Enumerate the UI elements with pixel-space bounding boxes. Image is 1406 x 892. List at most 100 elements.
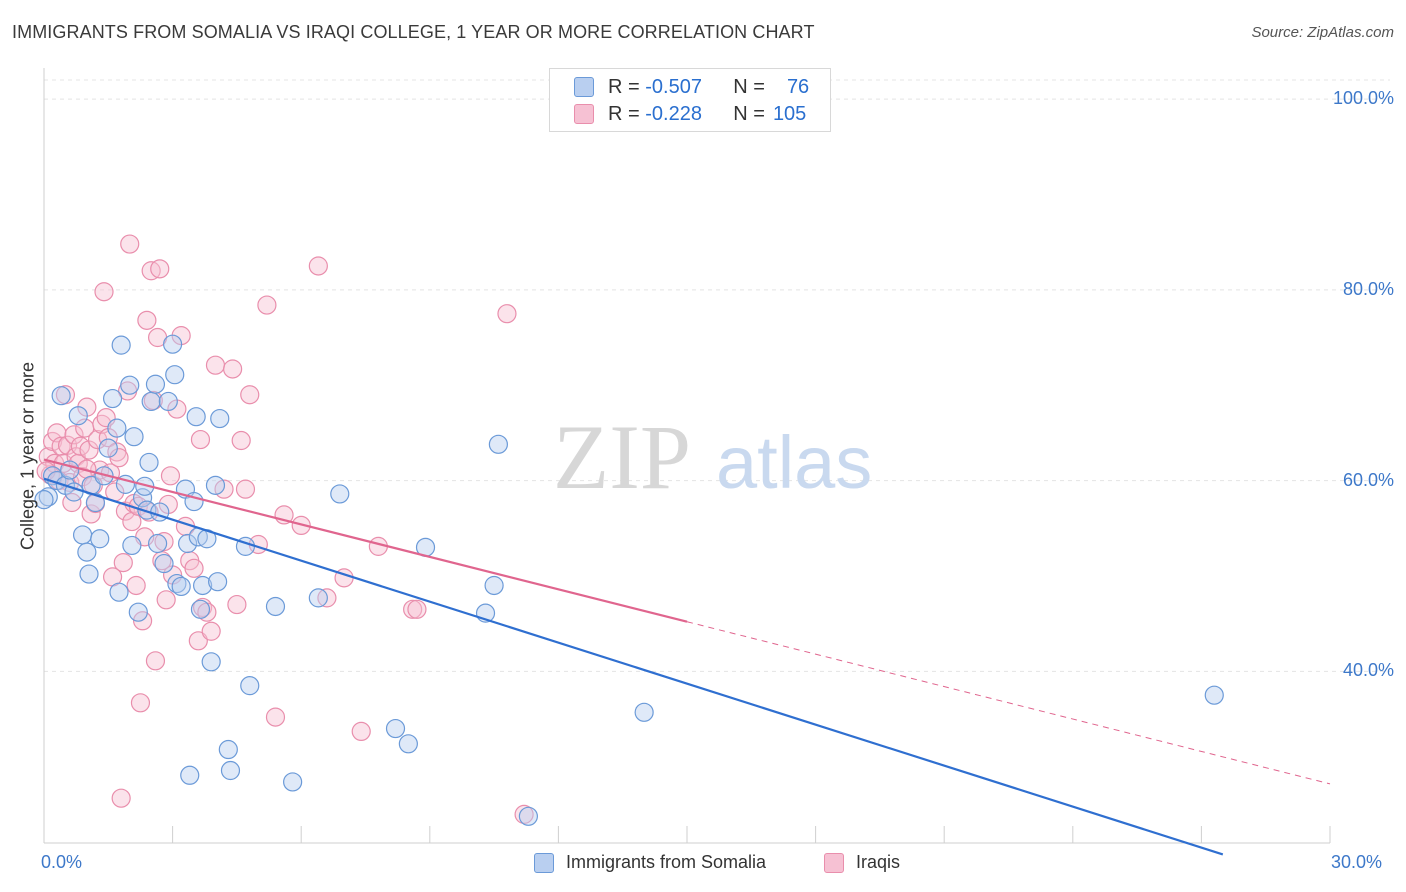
somalia-point bbox=[484, 575, 504, 596]
iraqi-point bbox=[111, 788, 131, 808]
somalia-trend-line bbox=[43, 477, 1224, 856]
n-label: N = bbox=[733, 102, 765, 125]
iraqi-trend-extension bbox=[686, 621, 1331, 785]
correlation-legend: R = -0.507 N = 76 R = -0.228 N = 105 bbox=[549, 68, 831, 132]
somalia-point bbox=[186, 407, 206, 427]
somalia-point bbox=[208, 572, 228, 592]
somalia-point bbox=[85, 492, 106, 513]
somalia-point bbox=[265, 596, 286, 617]
iraqi-trend-line bbox=[43, 458, 688, 623]
somalia-point bbox=[122, 535, 142, 556]
somalia-point bbox=[79, 564, 99, 584]
iraqi-point bbox=[137, 310, 157, 330]
somalia-point bbox=[190, 599, 211, 619]
iraqi-point bbox=[223, 359, 243, 379]
somalia-point bbox=[218, 739, 238, 760]
iraqi-point bbox=[497, 304, 517, 324]
iraqi-point bbox=[150, 259, 170, 279]
x-tick-label-max: 30.0% bbox=[1331, 852, 1383, 872]
somalia-point bbox=[124, 427, 144, 447]
somalia-point bbox=[163, 334, 183, 354]
somalia-point bbox=[154, 553, 174, 574]
watermark-zip: ZIP bbox=[553, 406, 691, 508]
iraqi-point bbox=[109, 448, 129, 468]
somalia-point bbox=[128, 602, 148, 622]
y-axis-label: College, 1 year or more bbox=[17, 361, 38, 551]
somalia-point bbox=[488, 434, 508, 454]
iraqi-point bbox=[190, 429, 211, 450]
somalia-point bbox=[68, 406, 88, 426]
iraqi-point bbox=[308, 256, 328, 276]
y-tick-label: 60.0% bbox=[1342, 469, 1394, 490]
iraqi-point bbox=[351, 721, 371, 742]
somalia-r-value: -0.507 bbox=[645, 75, 702, 98]
somalia-point bbox=[398, 734, 418, 754]
somalia-point bbox=[240, 676, 260, 696]
iraqi-point bbox=[231, 430, 251, 451]
iraqi-point bbox=[120, 234, 140, 254]
somalia-point bbox=[171, 576, 191, 597]
iraqi-point bbox=[126, 575, 146, 596]
somalia-point bbox=[139, 452, 159, 473]
somalia-point bbox=[107, 418, 127, 438]
somalia-legend-label: Immigrants from Somalia bbox=[566, 852, 767, 872]
legend-row-somalia: R = -0.507 N = 76 bbox=[574, 75, 809, 99]
iraqi-point bbox=[64, 425, 84, 445]
somalia-point bbox=[385, 718, 406, 739]
r-label: R = bbox=[608, 75, 640, 98]
legend-item-somalia[interactable]: Immigrants from Somalia bbox=[534, 852, 766, 873]
somalia-point bbox=[141, 391, 161, 412]
iraqi-point bbox=[113, 552, 133, 573]
somalia-point bbox=[180, 765, 200, 785]
somalia-point bbox=[158, 391, 178, 412]
iraqi-legend-label: Iraqis bbox=[856, 852, 901, 872]
iraqi-point bbox=[205, 355, 226, 375]
iraqi-point bbox=[265, 707, 286, 727]
somalia-point bbox=[330, 484, 350, 504]
somalia-point bbox=[210, 408, 230, 429]
legend-item-iraqi[interactable]: Iraqis bbox=[824, 852, 900, 873]
somalia-point bbox=[34, 490, 54, 510]
somalia-point bbox=[90, 529, 110, 549]
iraqi-point bbox=[145, 651, 166, 671]
iraqi-point bbox=[94, 282, 114, 302]
somalia-point bbox=[518, 806, 538, 826]
iraqi-legend-swatch bbox=[824, 852, 844, 873]
iraqi-point bbox=[257, 295, 277, 315]
iraqi-point bbox=[81, 504, 101, 524]
iraqi-point bbox=[184, 558, 204, 578]
somalia-point bbox=[98, 438, 118, 458]
iraqi-point bbox=[130, 693, 151, 713]
y-tick-label: 100.0% bbox=[1332, 88, 1394, 109]
somalia-point bbox=[220, 760, 241, 781]
iraqi-swatch bbox=[574, 104, 594, 124]
iraqi-point bbox=[160, 466, 181, 486]
r-label: R = bbox=[608, 102, 640, 125]
chart-title: IMMIGRANTS FROM SOMALIA VS IRAQI COLLEGE… bbox=[12, 22, 815, 42]
iraqi-point bbox=[403, 599, 423, 619]
somalia-point bbox=[201, 652, 221, 672]
x-tick-label-min: 0.0% bbox=[41, 852, 83, 872]
iraqi-r-value: -0.228 bbox=[645, 102, 702, 125]
somalia-n-value: 76 bbox=[786, 75, 810, 98]
iraqi-point bbox=[227, 594, 247, 615]
somalia-point bbox=[205, 475, 226, 495]
y-tick-label: 40.0% bbox=[1342, 660, 1394, 681]
somalia-swatch bbox=[574, 77, 594, 97]
somalia-point bbox=[72, 525, 93, 545]
iraqi-point bbox=[407, 599, 427, 619]
somalia-point bbox=[109, 582, 129, 602]
legend-row-iraqi: R = -0.228 N = 105 bbox=[574, 102, 806, 126]
somalia-legend-swatch bbox=[534, 852, 554, 873]
somalia-point bbox=[193, 575, 213, 596]
somalia-point bbox=[283, 772, 303, 792]
iraqi-point bbox=[201, 621, 221, 641]
iraqi-n-value: 105 bbox=[772, 102, 807, 125]
somalia-point bbox=[145, 374, 166, 394]
somalia-point bbox=[102, 388, 123, 409]
somalia-point bbox=[178, 533, 198, 554]
somalia-point bbox=[77, 542, 97, 562]
iraqi-point bbox=[156, 590, 176, 610]
somalia-point bbox=[308, 588, 328, 608]
